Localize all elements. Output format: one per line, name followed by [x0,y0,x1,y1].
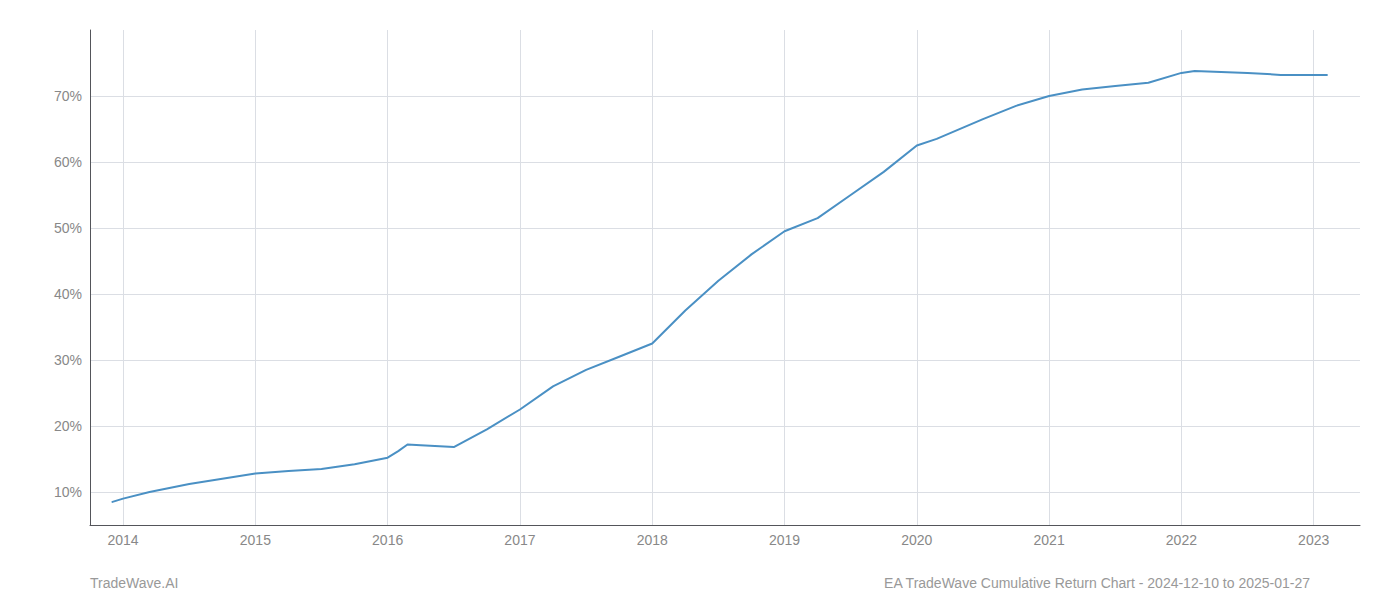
svg-text:EA TradeWave Cumulative Return: EA TradeWave Cumulative Return Chart - 2… [884,575,1310,591]
svg-text:2021: 2021 [1034,532,1065,548]
svg-text:2016: 2016 [372,532,403,548]
svg-text:30%: 30% [54,352,82,368]
svg-text:2015: 2015 [240,532,271,548]
svg-text:40%: 40% [54,286,82,302]
svg-text:2020: 2020 [901,532,932,548]
svg-text:TradeWave.AI: TradeWave.AI [90,575,178,591]
svg-text:20%: 20% [54,418,82,434]
svg-text:2017: 2017 [504,532,535,548]
svg-text:70%: 70% [54,88,82,104]
svg-text:2023: 2023 [1298,532,1329,548]
svg-text:2014: 2014 [107,532,138,548]
svg-text:2018: 2018 [637,532,668,548]
svg-text:2019: 2019 [769,532,800,548]
svg-text:2022: 2022 [1166,532,1197,548]
svg-text:10%: 10% [54,484,82,500]
svg-text:60%: 60% [54,154,82,170]
svg-text:50%: 50% [54,220,82,236]
